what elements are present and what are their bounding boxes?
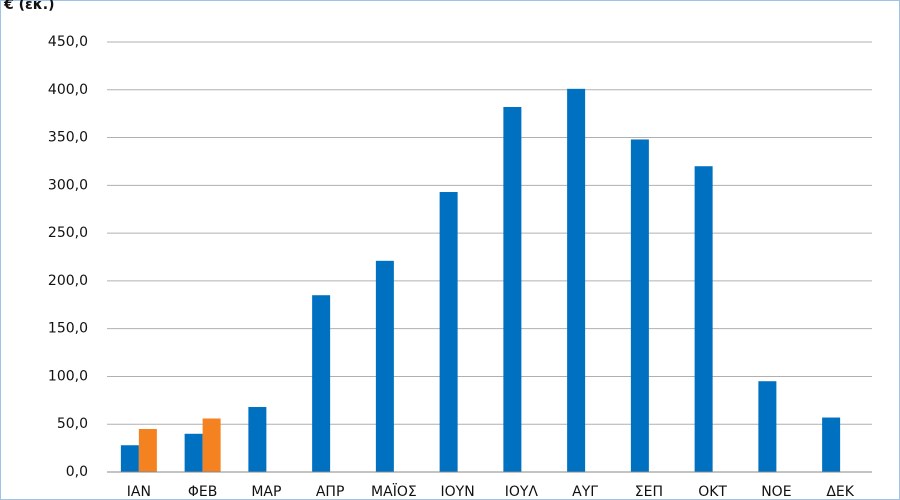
- bar: [630, 139, 649, 472]
- bar: [312, 295, 331, 472]
- y-tick-label: 350,0: [48, 130, 88, 146]
- y-tick-label: 250,0: [48, 225, 88, 241]
- bar: [375, 260, 394, 472]
- x-tick-label: ΑΥΓ: [572, 484, 598, 500]
- x-tick-label: ΙΑΝ: [127, 484, 151, 500]
- bar: [184, 433, 203, 472]
- y-tick-label: 200,0: [48, 273, 88, 289]
- bar: [202, 418, 221, 472]
- y-tick-label: 100,0: [48, 368, 88, 384]
- bar: [822, 417, 841, 472]
- y-tick-label: 0,0: [66, 464, 88, 480]
- x-tick-label: ΜΑΡ: [251, 484, 281, 500]
- y-tick-label: 300,0: [48, 177, 88, 193]
- bar: [567, 88, 586, 473]
- x-tick-label: ΦΕΒ: [188, 484, 217, 500]
- x-tick-label: ΣΕΠ: [635, 484, 663, 500]
- x-tick-label: ΙΟΥΛ: [505, 484, 539, 500]
- y-tick-label: 50,0: [57, 416, 88, 432]
- y-tick-label: 450,0: [48, 34, 88, 50]
- bar: [248, 407, 267, 472]
- bar: [503, 106, 522, 472]
- x-tick-label: ΔΕΚ: [826, 484, 854, 500]
- chart-title: € (εκ.): [3, 0, 54, 13]
- x-tick-label: ΟΚΤ: [698, 484, 727, 500]
- x-tick-label: ΑΠΡ: [316, 484, 345, 500]
- x-tick-label: ΙΟΥΝ: [441, 484, 475, 500]
- bar: [758, 381, 777, 472]
- bar: [138, 429, 157, 472]
- y-tick-label: 150,0: [48, 321, 88, 337]
- bar: [120, 445, 139, 472]
- x-tick-label: ΜΑΪΟΣ: [371, 482, 417, 500]
- x-tick-label: ΝΟΕ: [761, 484, 791, 500]
- bar: [694, 166, 713, 472]
- bar: [439, 192, 458, 472]
- y-tick-label: 400,0: [48, 82, 88, 98]
